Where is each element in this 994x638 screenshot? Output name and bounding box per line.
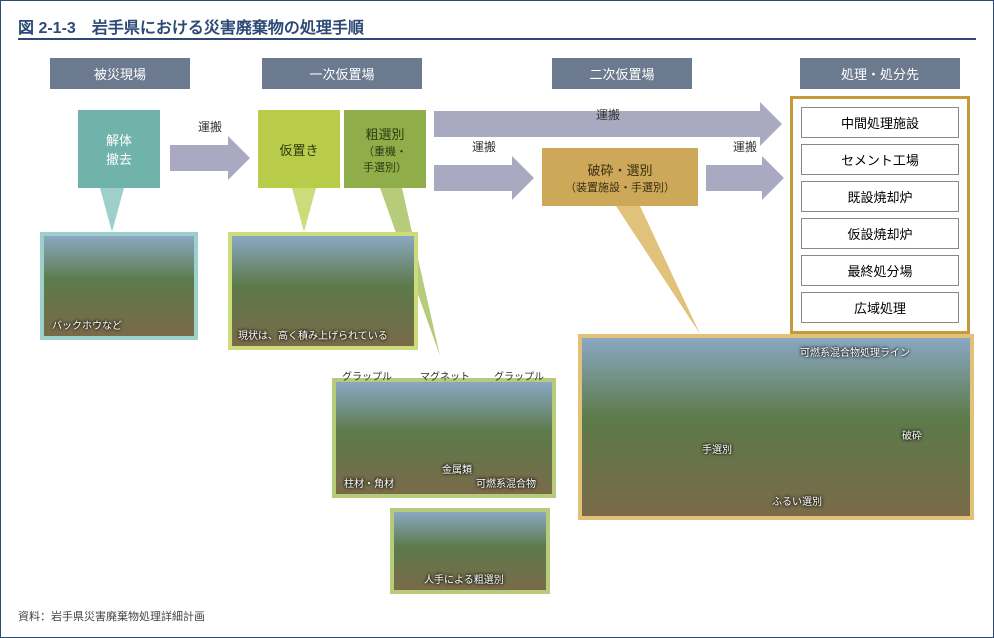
photo3-lab0: グラップル — [342, 368, 392, 383]
photo3-lab4: 金属類 — [442, 461, 472, 476]
dest-item: 既設焼却炉 — [801, 181, 959, 212]
dest-item: 最終処分場 — [801, 255, 959, 286]
node-rough-sort: 粗選別 （重機・ 手選別） — [344, 110, 426, 188]
node-dismantle-label: 解体 撤去 — [106, 130, 132, 168]
photo-pileup-caption: 現状は、高く積み上げられている — [238, 327, 388, 342]
node-dismantle: 解体 撤去 — [78, 110, 160, 188]
photo-hand-sort-caption: 人手による粗選別 — [424, 571, 504, 586]
photo3-lab5: 可燃系混合物 — [476, 475, 536, 490]
arrow-3: 運搬 — [706, 156, 784, 200]
destination-list: 中間処理施設 セメント工場 既設焼却炉 仮設焼却炉 最終処分場 広域処理 — [790, 96, 970, 334]
photo5-title: 可燃系混合物処理ライン — [800, 344, 910, 359]
photo-backhoe: バックホウなど — [40, 232, 198, 340]
stage-header-4: 処理・処分先 — [800, 58, 960, 89]
arrow-1-label: 運搬 — [198, 118, 222, 135]
photo3-lab2: グラップル — [494, 368, 544, 383]
photo5-lab0: 手選別 — [702, 441, 732, 456]
dest-item: 中間処理施設 — [801, 107, 959, 138]
photo-hand-sort: 人手による粗選別 — [390, 508, 550, 594]
photo3-lab3: 柱材・角材 — [344, 475, 394, 490]
arrow-top-label: 運搬 — [596, 106, 620, 123]
arrow-1: 運搬 — [170, 136, 250, 180]
source-citation: 資料：岩手県災害廃棄物処理詳細計画 — [18, 608, 205, 624]
arrow-3-label: 運搬 — [733, 138, 757, 155]
stage-header-1: 被災現場 — [50, 58, 190, 89]
node-rough-sort-label: 粗選別 — [365, 124, 404, 143]
photo-process-line: 可燃系混合物処理ライン 手選別 破砕 ふるい選別 — [578, 334, 974, 520]
title-rule — [18, 38, 976, 40]
dest-item: 仮設焼却炉 — [801, 218, 959, 249]
figure-title: 図 2-1-3 岩手県における災害廃棄物の処理手順 — [18, 14, 364, 38]
stage-header-2: 一次仮置場 — [262, 58, 422, 89]
node-temp-store: 仮置き — [258, 110, 340, 188]
arrow-mid: 運搬 — [434, 156, 534, 200]
node-crush-sort: 破砕・選別 （装置施設・手選別） — [542, 148, 698, 206]
dest-item: 広域処理 — [801, 292, 959, 323]
photo-backhoe-caption: バックホウなど — [52, 317, 122, 332]
photo-pileup: 現状は、高く積み上げられている — [228, 232, 418, 350]
node-rough-sort-sub: （重機・ 手選別） — [363, 143, 407, 175]
figure-number: 図 2-1-3 — [18, 20, 76, 37]
node-temp-store-label: 仮置き — [279, 140, 318, 159]
photo-sort-machines: グラップル マグネット グラップル 柱材・角材 金属類 可燃系混合物 — [332, 378, 556, 498]
figure-title-text: 岩手県における災害廃棄物の処理手順 — [92, 20, 364, 37]
node-crush-sort-sub: （装置施設・手選別） — [565, 179, 675, 195]
photo3-lab1: マグネット — [420, 368, 470, 383]
photo5-lab1: 破砕 — [902, 427, 922, 442]
stage-header-3: 二次仮置場 — [552, 58, 692, 89]
photo5-lab2: ふるい選別 — [772, 493, 822, 508]
node-crush-sort-label: 破砕・選別 — [587, 160, 652, 179]
dest-item: セメント工場 — [801, 144, 959, 175]
arrow-mid-label: 運搬 — [472, 138, 496, 155]
